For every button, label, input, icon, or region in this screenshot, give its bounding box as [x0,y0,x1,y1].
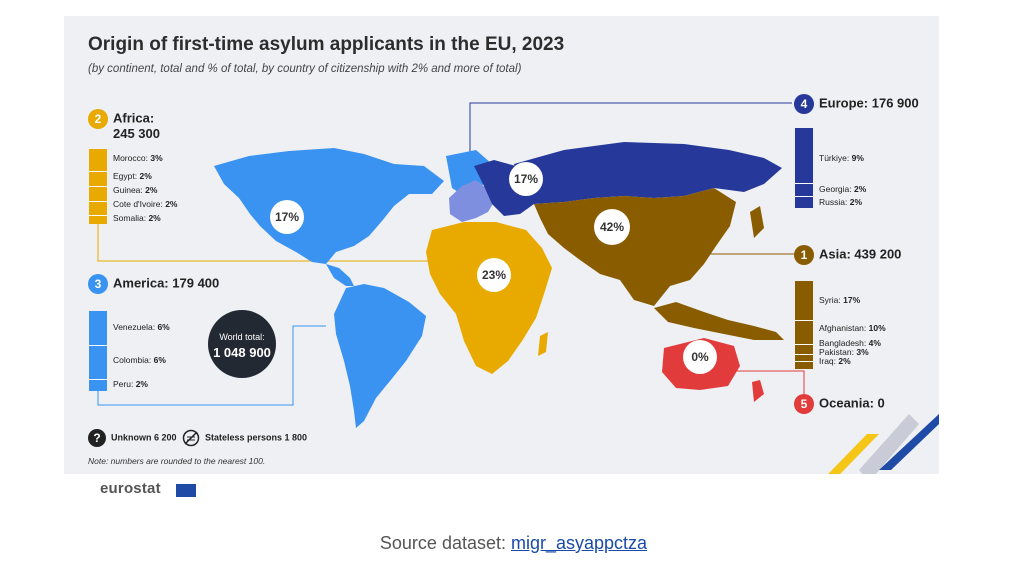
america-rank-badge: 3 [88,274,108,294]
oceania-rank-badge: 5 [794,394,814,414]
question-icon: ? [88,429,106,447]
africa-connector [97,224,464,262]
africa-heading: 2 Africa: [88,109,154,129]
footnote: Note: numbers are rounded to the nearest… [88,456,266,466]
asia-country-row: Bangladesh: 4% [819,338,881,348]
madagascar-shape [538,332,548,356]
north-america-shape [214,148,444,264]
america-share-label: 17% [275,210,299,224]
stateless-legend: Stateless persons 1 800 [182,429,307,447]
asia-rank-badge: 1 [794,245,814,265]
africa-shape [426,222,552,374]
asia-country-row: Iraq: 2% [819,356,851,366]
europe-connector [469,102,792,171]
africa-country-row: Somalia: 2% [113,213,161,223]
africa-country-row: Morocco: 3% [113,153,163,163]
africa-share-label: 23% [482,268,506,282]
world-map: 17% 17% 42% 23% 0% World total: 1 048 90… [97,102,805,428]
europe-share-label: 17% [514,172,538,186]
europe-name: Europe: [819,95,869,111]
eu-flag-icon [176,484,196,497]
southeast-asia-shape [654,302,784,340]
africa-country-row: Guinea: 2% [113,185,158,195]
western-europe-shape [449,180,494,222]
source-line: Source dataset: migr_asyappctza [0,533,1027,554]
asia-country-row: Syria: 17% [819,295,861,305]
south-america-shape [334,284,426,428]
africa-rank-badge: 2 [88,109,108,129]
infographic-card: Origin of first-time asylum applicants i… [64,16,939,504]
europe-country-row: Georgia: 2% [819,184,867,194]
africa-name: Africa: [113,110,155,126]
america-name: America: [113,275,169,291]
brand-footer: eurostat [64,474,939,510]
europe-heading: 4 Europe: 176 900 [794,94,919,114]
asia-share-label: 42% [600,220,624,234]
infographic-title: Origin of first-time asylum applicants i… [88,34,565,55]
asia-name: Asia: [819,246,851,262]
asia-heading: 1 Asia: 439 200 [794,245,901,265]
europe-total: 176 900 [871,95,919,111]
america-bar [89,311,107,391]
america-connector [97,325,326,406]
oceania-total: 0 [877,395,885,411]
africa-country-row: Cote d'Ivoire: 2% [113,199,178,209]
america-total: 179 400 [172,275,220,291]
america-heading: 3 America: 179 400 [88,274,219,294]
oceania-heading: 5 Oceania: 0 [794,394,885,414]
infographic-subtitle: (by continent, total and % of total, by … [88,63,522,75]
world-total-circle [208,310,276,378]
unknown-legend: ? Unknown 6 200 [88,429,177,447]
asia-country-row: Pakistan: 3% [819,347,869,357]
asia-country-row: Afghanistan: 10% [819,323,886,333]
eurostat-logo: eurostat [100,480,161,497]
stateless-icon [182,429,200,447]
europe-country-row: Russia: 2% [819,197,863,207]
japan-shape [750,206,764,238]
world-total-value: 1 048 900 [213,345,271,360]
source-dataset-link[interactable]: migr_asyappctza [511,533,648,553]
oceania-share-label: 0% [691,350,709,364]
central-america-shape [326,264,354,286]
europe-bar [795,128,813,208]
oceania-name: Oceania: [819,395,874,411]
america-country-row: Peru: 2% [113,379,148,389]
europe-country-row: Türkiye: 9% [819,153,864,163]
russia-shape [514,142,782,204]
america-country-row: Colombia: 6% [113,355,166,365]
asia-bar [795,281,813,369]
oceania-connector [732,370,805,394]
africa-total: 245 300 [113,126,160,141]
america-country-row: Venezuela: 6% [113,322,170,332]
world-total-label: World total: [219,332,264,342]
africa-country-row: Egypt: 2% [113,171,152,181]
europe-rank-badge: 4 [794,94,814,114]
asia-shape [534,188,736,306]
asia-total: 439 200 [854,246,902,262]
source-prefix: Source dataset: [379,533,511,553]
new-zealand-shape [752,380,764,402]
africa-bar [89,149,107,224]
